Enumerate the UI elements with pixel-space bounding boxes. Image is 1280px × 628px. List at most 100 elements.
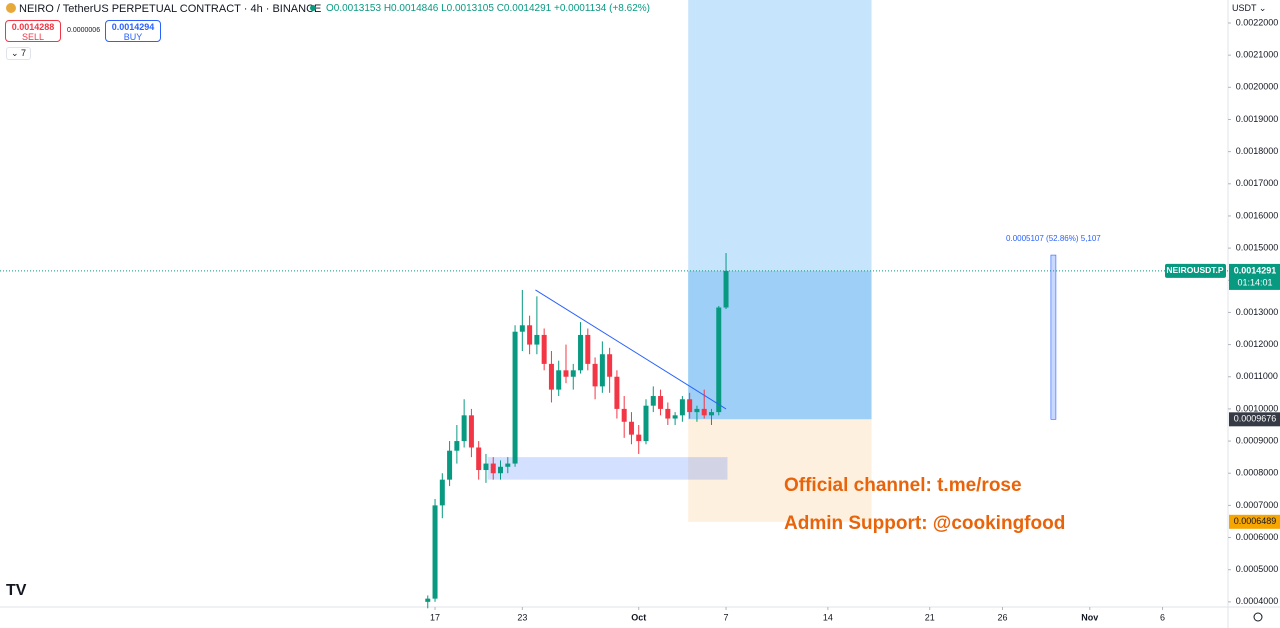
symbol-title[interactable]: NEIRO / TetherUS PERPETUAL CONTRACT · 4h… [6,3,321,15]
y-tick-label: 0.0008000 [1236,468,1279,478]
candle-body [498,466,504,474]
currency-select[interactable]: USDT ⌄ [1232,3,1267,13]
y-tick-label: 0.0010000 [1236,403,1279,413]
x-tick-label: 14 [823,612,833,622]
x-tick-label: 7 [724,612,729,622]
candle-body [476,447,482,471]
candle-body [701,408,707,416]
y-tick-label: 0.0005000 [1236,564,1279,574]
entry-label-badge [1229,412,1280,427]
countdown: 01:14:01 [1237,277,1272,287]
candle-body [650,396,656,406]
candle-body [665,408,671,419]
y-tick-label: 0.0015000 [1236,242,1279,252]
candle-body [570,370,576,377]
candle-body [563,370,569,377]
buy-button[interactable]: 0.0014294 BUY [105,20,161,42]
candle-body [636,434,642,442]
candle-body [723,270,729,308]
candle-body [468,415,474,448]
last-price-label: 0.0014291 [1234,265,1277,275]
indicators-count: 7 [21,48,27,58]
stop-label: 0.0006489 [1234,516,1277,526]
annotation: Admin Support: @cookingfood [784,513,1065,534]
y-tick-label: 0.0017000 [1236,178,1279,188]
indicators-toggle[interactable]: ⌄ 7 [6,47,32,60]
candle-body [556,370,562,390]
ruler [1050,254,1057,420]
stop-zone [688,419,872,522]
demand-zone [487,457,728,480]
filled-profit [688,270,872,420]
y-tick-label: 0.0022000 [1236,17,1279,27]
ohlc: O0.0013153 H0.0014846 L0.0013105 C0.0014… [310,3,650,14]
buy-text: BUY [123,32,143,42]
last-price-badge [1229,263,1280,290]
candle-body [658,396,664,409]
candle-body [592,363,598,387]
candle-body [578,334,584,371]
ohlc-text: O0.0013153 H0.0014846 L0.0013105 C0.0014… [326,3,650,14]
candle-body [519,325,525,332]
candle-body [643,405,649,442]
candle-body [461,415,467,442]
candle-body [607,354,613,377]
x-tick-label: 23 [517,612,527,622]
candle-body [454,441,460,451]
candle-body [708,412,714,416]
currency-text: USDT [1232,3,1257,13]
candle-body [512,331,518,464]
candle-body [621,408,627,422]
stop-label-badge [1229,514,1280,529]
y-tick-label: 0.0006000 [1236,532,1279,542]
logo[interactable]: TV [6,582,27,599]
x-tick-label: Nov [1081,612,1098,622]
candle-body [541,334,547,364]
y-tick-label: 0.0009000 [1236,435,1279,445]
candle-body [548,363,554,390]
symbol-label: NEIROUSDT.P [1166,265,1223,275]
candle-body [599,354,605,387]
y-tick-label: 0.0016000 [1236,210,1279,220]
candle-body [432,505,438,599]
candle-body [490,463,496,474]
candle-body [505,463,511,467]
x-tick-label: 21 [925,612,935,622]
sell-price: 0.0014288 [11,22,55,32]
candle-body [585,334,591,364]
y-tick-label: 0.0021000 [1236,50,1279,60]
y-tick-label: 0.0020000 [1236,82,1279,92]
sell-button[interactable]: 0.0014288 SELL [5,20,61,42]
candle-body [672,415,678,419]
candle-body [687,399,693,413]
candle-body [614,376,620,409]
candle-body [425,598,431,602]
candle-body [628,421,634,435]
y-tick-label: 0.0013000 [1236,307,1279,317]
candle-body [694,408,700,413]
sell-text: SELL [21,32,45,42]
y-tick-label: 0.0012000 [1236,339,1279,349]
trendline [535,289,727,410]
ruler-label: 0.0005107 (52.86%) 5,107 [1006,234,1101,243]
settings-icon[interactable] [1253,612,1263,622]
symbol-badge [1165,263,1226,278]
candle-body [716,307,722,413]
x-tick-label: 17 [430,612,440,622]
y-tick-label: 0.0019000 [1236,114,1279,124]
buy-price: 0.0014294 [111,22,155,32]
candle-body [439,479,445,506]
annotation: Official channel: t.me/rose [784,475,1022,496]
y-tick-label: 0.0011000 [1236,371,1278,381]
y-tick-label: 0.0018000 [1236,146,1279,156]
symbol-text: NEIRO / TetherUS PERPETUAL CONTRACT · 4h… [19,3,322,15]
entry-label: 0.0009676 [1234,414,1277,424]
spread: 0.0000006 [67,27,101,34]
x-tick-label: 6 [1160,612,1165,622]
candle-body [534,334,540,345]
x-tick-label: 26 [997,612,1007,622]
candle-body [527,325,533,345]
candle-body [447,450,453,480]
